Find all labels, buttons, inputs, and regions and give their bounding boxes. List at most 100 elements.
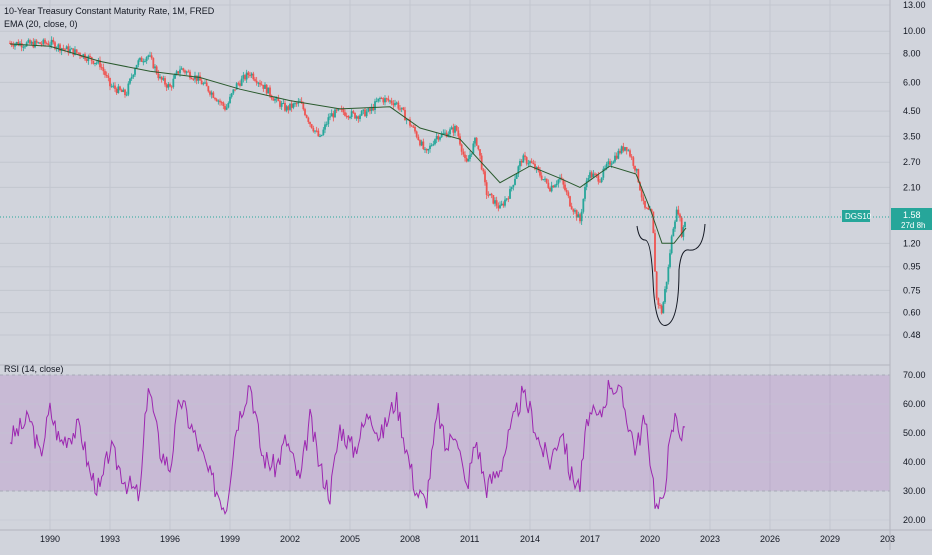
candle-body (30, 41, 33, 44)
candle-body (69, 49, 71, 53)
candle (579, 212, 581, 224)
candle (432, 140, 435, 147)
candle (197, 72, 200, 84)
candle-body (150, 55, 153, 59)
candle-body (277, 97, 280, 102)
candle (345, 112, 348, 119)
candle-body (120, 89, 123, 93)
candle (544, 176, 546, 183)
candle-body (579, 214, 581, 222)
candle-body (414, 126, 416, 132)
candle-body (115, 88, 118, 94)
candle (552, 184, 555, 188)
candle-body (434, 139, 436, 145)
candle (590, 170, 593, 180)
candle-body (290, 103, 293, 108)
candle-body (109, 77, 111, 87)
candle (164, 75, 166, 87)
candle (420, 139, 423, 147)
candle (160, 76, 163, 83)
candle-body (570, 206, 573, 210)
candle (530, 158, 533, 164)
candle-body (145, 57, 148, 61)
candle-body (14, 43, 16, 47)
candle (219, 98, 221, 106)
candle (615, 152, 618, 160)
candle-body (645, 207, 648, 209)
candle-body (59, 44, 61, 52)
candle (189, 69, 191, 80)
candle (209, 90, 211, 97)
candle (234, 89, 236, 92)
candle (327, 113, 330, 128)
candle-body (37, 42, 40, 44)
rsi-tick-label: 70.00 (903, 370, 926, 380)
rsi-tick-label: 50.00 (903, 428, 926, 438)
candle (129, 78, 131, 85)
candle-body (680, 217, 683, 237)
candle-body (82, 54, 85, 58)
rsi-legend[interactable]: RSI (14, close) (4, 364, 64, 374)
candle-body (515, 173, 518, 179)
candle (642, 194, 645, 205)
candle (684, 221, 686, 228)
candle (397, 100, 400, 111)
candle-body (412, 126, 415, 128)
candle (87, 54, 90, 65)
candle-body (104, 71, 106, 76)
candle-body (295, 103, 298, 105)
candle-body (544, 178, 546, 180)
time-tick-label: 1993 (100, 534, 120, 544)
candle (349, 115, 351, 120)
candle-body (269, 87, 271, 96)
rsi-axis[interactable]: 70.00 60.00 50.00 40.00 30.00 20.00 (903, 370, 926, 525)
candle-body (192, 78, 195, 80)
candle-body (119, 86, 121, 90)
candle (472, 140, 475, 155)
candle (180, 66, 183, 70)
candle (437, 134, 440, 142)
candle-body (550, 185, 553, 192)
candle-body (539, 170, 541, 176)
candle (384, 95, 386, 106)
candle (95, 61, 98, 66)
candle (567, 190, 570, 199)
candle-body (232, 89, 235, 94)
ema-legend[interactable]: EMA (20, close, 0) (4, 19, 78, 29)
candle-body (410, 125, 413, 127)
candle (592, 170, 595, 178)
candle-body (664, 289, 666, 303)
candle (222, 101, 225, 110)
candle-body (212, 92, 215, 98)
candle-body (124, 89, 126, 96)
candle-body (189, 71, 191, 79)
candle (467, 155, 470, 162)
candle (119, 85, 121, 91)
candle (70, 47, 73, 50)
candle (385, 97, 388, 103)
candle-body (144, 60, 146, 62)
candle (267, 87, 270, 94)
candle (154, 64, 156, 73)
candle-body (380, 97, 383, 99)
candle-body (452, 127, 455, 133)
candle-body (612, 161, 615, 164)
chart-title[interactable]: 10-Year Treasury Constant Maturity Rate,… (4, 6, 215, 16)
time-axis[interactable]: 1990 1993 1996 1999 2002 2005 2008 2011 2014 2017… (40, 534, 895, 544)
candle-body (507, 198, 510, 200)
candle (374, 98, 376, 114)
candle-body (64, 48, 66, 50)
candle (394, 99, 396, 107)
candle-body (437, 135, 440, 140)
candle (612, 160, 615, 164)
symbol-label: DGS10 (845, 212, 872, 221)
candle-body (280, 103, 283, 107)
candle-body (485, 182, 488, 195)
candle-body (565, 190, 568, 193)
candle (520, 159, 523, 167)
candle (494, 197, 496, 207)
candle (270, 94, 273, 101)
candle-body (57, 44, 60, 48)
candle-body (372, 106, 375, 111)
candle-body (325, 124, 328, 126)
